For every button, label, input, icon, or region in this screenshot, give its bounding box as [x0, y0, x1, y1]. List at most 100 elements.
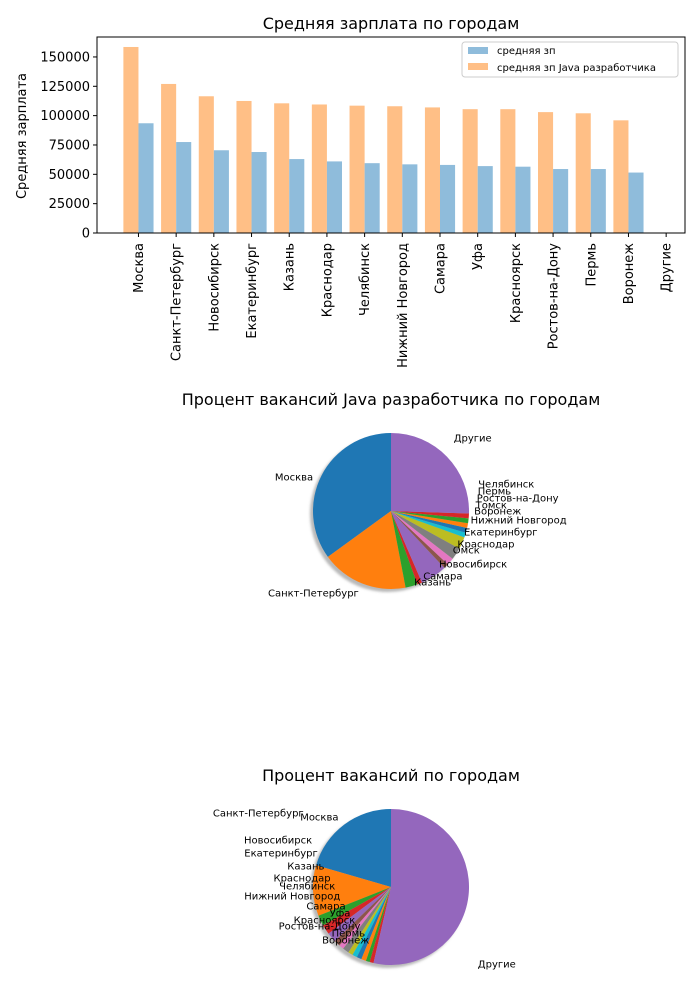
y-tick-label: 100000 — [40, 109, 90, 124]
salary-bar-chart: Средняя зарплата по городам Средняя зарп… — [15, 14, 686, 368]
pie-label-нижний-новгород: Нижний Новгород — [244, 892, 340, 903]
bar-average-самара — [440, 164, 456, 233]
x-tick-label: Пермь — [584, 243, 599, 287]
x-tick-label: Нижний Новгород — [396, 243, 411, 368]
bar-average-уфа — [477, 166, 493, 233]
bar-java-екатеринбург — [236, 100, 252, 233]
pie-label-новосибирск: Новосибирск — [439, 560, 507, 571]
pie-label-томск: Томск — [475, 501, 507, 512]
pie-label-уфа: Уфа — [330, 909, 351, 920]
pie-label-краснодар: Краснодар — [273, 874, 330, 885]
bar-chart-y-axis-label: Средняя зарплата — [15, 73, 30, 199]
pie-slice-томск — [391, 511, 468, 533]
pie-label-челябинск: Челябинск — [478, 480, 534, 491]
pie-label-казань: Казань — [414, 578, 451, 589]
pie-slice-ростов-на-дону — [361, 887, 391, 961]
bar-chart-marks — [123, 46, 644, 234]
pie-label-казань: Казань — [287, 862, 324, 873]
x-tick-label: Уфа — [471, 243, 486, 270]
bar-chart-legend: средняя зп средняя зп Java разработчика — [461, 41, 679, 78]
x-tick-label: Казань — [283, 243, 298, 291]
bar-java-краснодар — [311, 104, 327, 233]
bar-java-самара — [424, 107, 440, 233]
pie-slice-москва — [313, 433, 391, 557]
bar-chart-x-axis: Москва Санкт-Петербург Новосибирск Екатерин… — [132, 233, 675, 368]
pie-label-екатеринбург: Екатеринбург — [464, 528, 538, 539]
pie-label-санкт-петербург: Санкт-Петербург — [213, 809, 304, 820]
bar-average-красноярск — [515, 166, 531, 233]
pie-label-ростов-на-дону: Ростов-на-Дону — [279, 922, 361, 933]
legend-frame — [461, 41, 679, 78]
bar-average-ростов-на-дону — [553, 169, 569, 233]
pie-slice-уфа — [352, 887, 391, 958]
pie-label-красноярск: Красноярск — [294, 916, 356, 927]
pie-slice-санкт-петербург — [313, 865, 391, 916]
pie-slice-пермь — [391, 511, 469, 524]
bar-chart-y-axis: 0 25000 50000 75000 100000 125000 150000 — [40, 50, 97, 242]
x-tick-label: Самара — [434, 243, 449, 294]
x-tick-label: Другие — [660, 243, 675, 292]
pie-label-ростов-на-дону: Ростов-на-Дону — [477, 494, 559, 505]
bar-java-красноярск — [500, 109, 516, 233]
pie-label-другие: Другие — [454, 434, 492, 445]
y-tick-label: 50000 — [49, 168, 90, 183]
legend-label-java: средняя зп Java разработчика — [497, 63, 656, 74]
pie-label-краснодар: Краснодар — [457, 540, 514, 551]
pie-slice-челябинск — [339, 887, 391, 949]
pie-label-пермь: Пермь — [332, 929, 366, 940]
java-vacancies-pie-chart: Процент вакансий Java разработчика по го… — [182, 390, 601, 600]
legend-swatch-average — [468, 47, 488, 54]
bar-java-ростов-на-дону — [538, 112, 554, 233]
pie-label-пермь: Пермь — [478, 487, 512, 498]
pie-label-новосибирск: Новосибирск — [244, 836, 312, 847]
pie-slice-казань — [391, 511, 418, 588]
bar-java-пермь — [575, 113, 591, 233]
bar-average-санкт-петербург — [176, 142, 192, 233]
pie-label-омск: Омск — [453, 546, 480, 557]
pie-slice-краснодар — [391, 511, 453, 565]
pie-slice-нижний-новгород — [343, 887, 391, 953]
bar-chart-plot-frame — [96, 36, 686, 234]
java-pie-slices — [313, 433, 469, 590]
pie-slice-пермь — [365, 887, 391, 963]
bar-average-екатеринбург — [251, 152, 267, 233]
bar-average-челябинск — [364, 163, 380, 233]
bar-average-краснодар — [326, 161, 342, 233]
bar-average-казань — [289, 159, 305, 233]
all-pie-slices — [313, 809, 470, 965]
bar-average-москва — [138, 123, 154, 233]
pie-label-самара: Самара — [423, 572, 462, 583]
bar-java-санкт-петербург — [161, 83, 177, 233]
y-tick-label: 75000 — [49, 138, 90, 153]
x-tick-label: Екатеринбург — [245, 243, 260, 339]
pie-label-санкт-петербург: Санкт-Петербург — [268, 589, 359, 600]
bar-java-москва — [123, 46, 139, 234]
pie-slice-самара — [391, 511, 422, 585]
pie-slice-красноярск — [356, 887, 391, 960]
x-tick-label: Челябинск — [358, 243, 373, 316]
x-tick-label: Санкт-Петербург — [170, 243, 185, 361]
bar-average-пермь — [590, 169, 606, 233]
pie-slice-самара — [348, 887, 391, 955]
bar-java-челябинск — [349, 105, 365, 233]
pie-slice-санкт-петербург — [327, 511, 406, 590]
pie-slice-воронеж — [391, 511, 466, 538]
pie-slice-краснодар — [334, 887, 391, 946]
pie-label-москва: Москва — [275, 473, 313, 484]
pie-label-челябинск: Челябинск — [279, 882, 335, 893]
x-tick-label: Ростов-на-Дону — [547, 243, 562, 350]
bar-average-нижний-новгород — [402, 164, 418, 233]
pie-label-воронеж: Воронеж — [474, 507, 521, 518]
pie-slice-казань — [328, 887, 391, 942]
bar-java-воронеж — [613, 120, 629, 233]
x-tick-label: Москва — [132, 243, 147, 293]
pie-slice-москва — [316, 809, 391, 887]
pie-label-самара: Самара — [306, 902, 345, 913]
java-pie-title: Процент вакансий Java разработчика по го… — [182, 390, 601, 409]
pie-slice-екатеринбург — [323, 887, 391, 934]
pie-label-другие: Другие — [478, 960, 516, 971]
pie-slice-челябинск — [391, 511, 469, 519]
all-pie-title: Процент вакансий по городам — [262, 766, 520, 785]
